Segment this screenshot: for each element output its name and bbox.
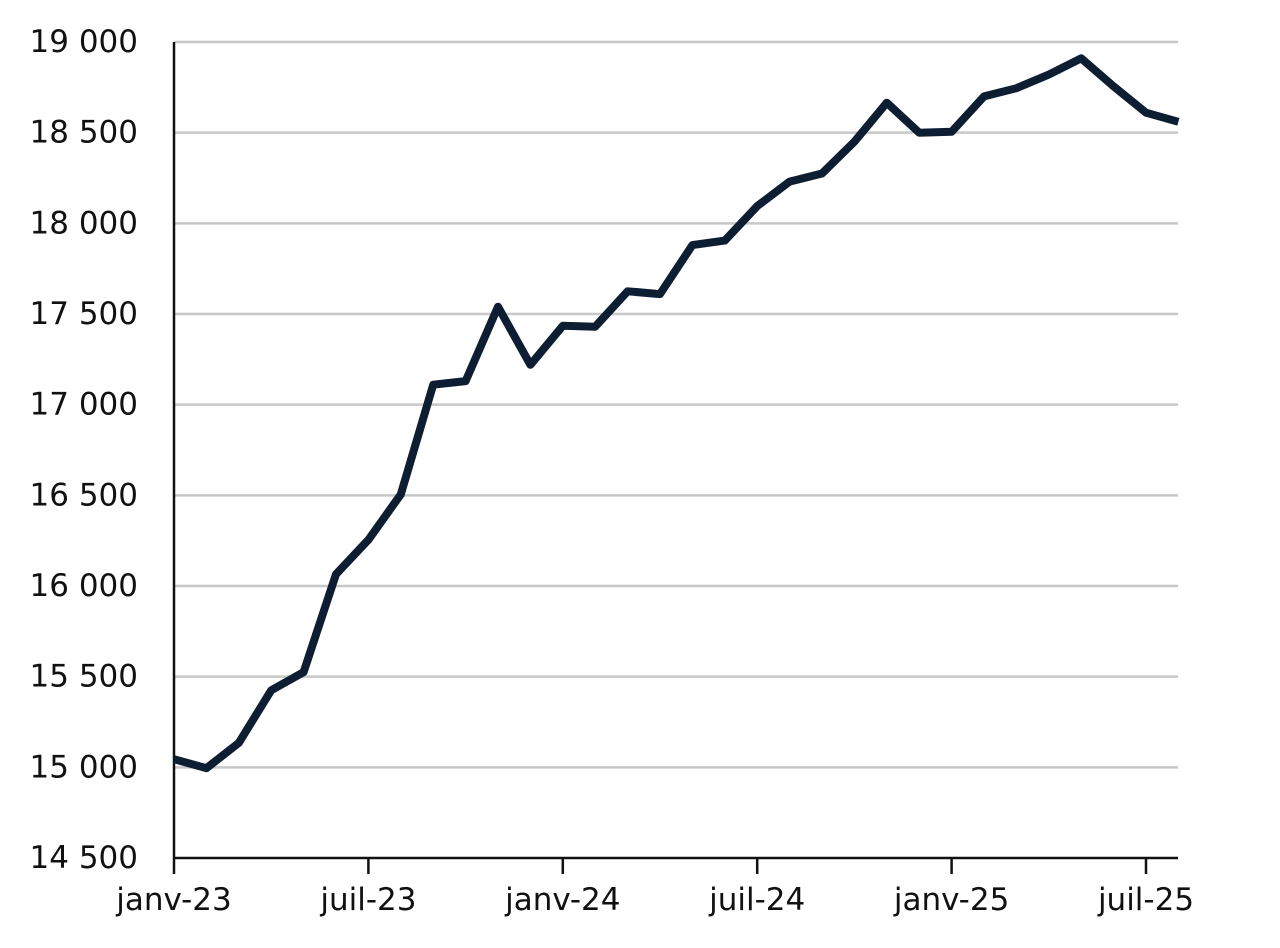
y-tick-label: 14 500 <box>30 840 138 876</box>
x-tick-label: janv-25 <box>893 882 1009 918</box>
y-axis-ticks: 14 500 15 000 15 500 16 000 16 500 17 000 17 5… <box>30 24 138 876</box>
y-tick-label: 18 000 <box>30 205 138 241</box>
x-tick-label: juil-24 <box>708 882 805 918</box>
y-tick-label: 18 500 <box>30 115 138 151</box>
y-tick-label: 15 500 <box>30 659 138 695</box>
y-tick-label: 17 500 <box>30 296 138 332</box>
series-group <box>172 54 1180 773</box>
x-axis-ticks: janv-23 juil-23 janv-24 juil-24 janv-25 juil-… <box>115 858 1194 918</box>
y-tick-label: 15 000 <box>30 749 138 785</box>
x-tick-label: janv-24 <box>504 882 620 918</box>
gridlines <box>174 40 1178 769</box>
y-tick-label: 19 000 <box>30 24 138 60</box>
x-tick-label: juil-25 <box>1097 882 1194 918</box>
x-tick-label: janv-23 <box>115 882 231 918</box>
y-tick-label: 17 000 <box>30 387 138 423</box>
series-line <box>172 54 1180 773</box>
x-tick-label: juil-23 <box>319 882 416 918</box>
y-tick-label: 16 500 <box>30 477 138 513</box>
y-tick-label: 16 000 <box>30 568 138 604</box>
